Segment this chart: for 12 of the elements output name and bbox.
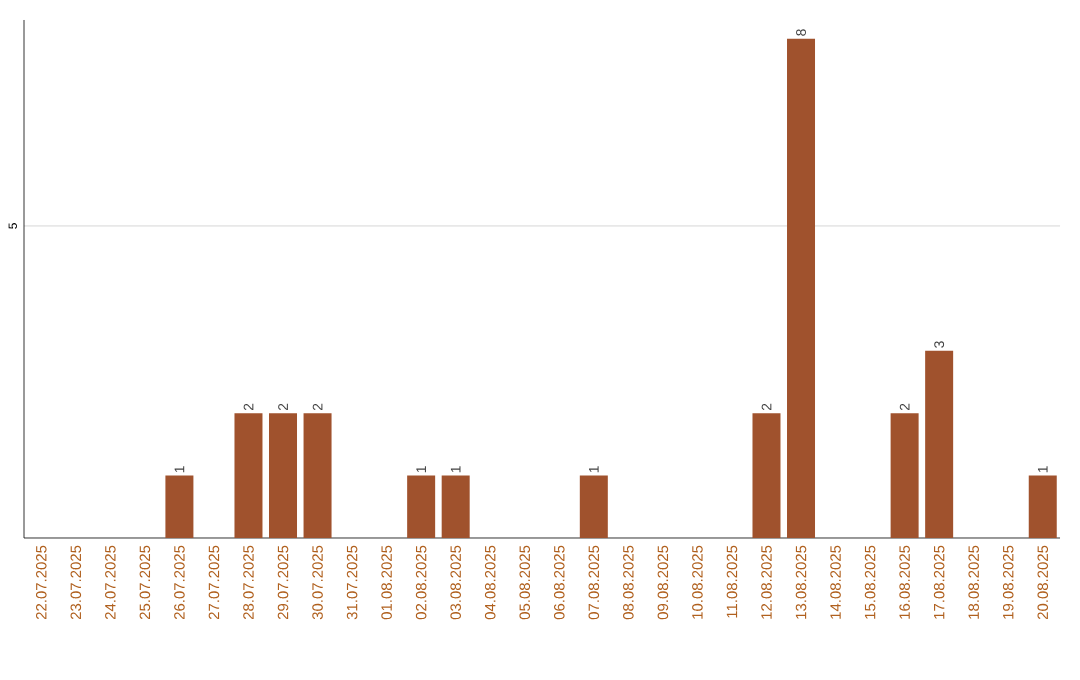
bar [165,475,194,538]
bar [1028,475,1057,538]
bar [579,475,608,538]
bar [303,413,332,538]
bar [441,475,470,538]
bar [234,413,263,538]
bar [890,413,919,538]
bar [925,350,954,538]
bar [269,413,298,538]
bar [752,413,781,538]
bar [407,475,436,538]
bar [787,38,816,538]
